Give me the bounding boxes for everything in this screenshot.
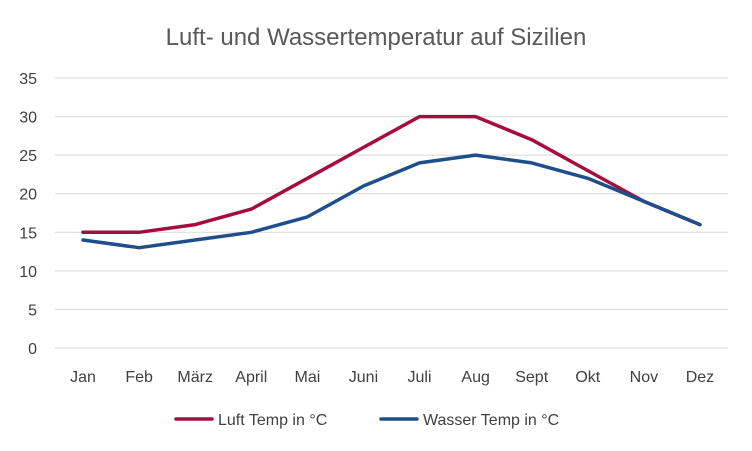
- y-tick-label: 35: [19, 71, 37, 88]
- legend: Luft Temp in °C Wasser Temp in °C: [174, 412, 559, 429]
- x-axis-tick-labels: Jan Feb März April Mai Juni Juli Aug Sept Okt Nov D…: [70, 369, 714, 386]
- y-tick-label: 25: [19, 148, 37, 165]
- x-tick-label: Okt: [575, 369, 600, 386]
- x-tick-label: Aug: [461, 369, 489, 386]
- legend-item: Luft Temp in °C: [174, 412, 327, 429]
- x-tick-label: Dez: [686, 369, 714, 386]
- y-tick-label: 0: [28, 341, 37, 358]
- y-tick-label: 5: [28, 302, 37, 319]
- y-tick-label: 15: [19, 225, 37, 242]
- series-line-1: [81, 153, 702, 250]
- x-tick-label: März: [177, 369, 213, 386]
- x-tick-label: Juli: [408, 369, 432, 386]
- x-tick-label: Juni: [349, 369, 378, 386]
- series-line-0: [81, 114, 702, 235]
- x-tick-label: Mai: [294, 369, 320, 386]
- series-lines: [81, 114, 702, 250]
- x-tick-label: Nov: [630, 369, 658, 386]
- y-tick-label: 20: [19, 187, 37, 204]
- x-tick-label: Jan: [70, 369, 96, 386]
- legend-label: Wasser Temp in °C: [423, 412, 559, 429]
- x-tick-label: Feb: [125, 369, 153, 386]
- y-tick-label: 10: [19, 264, 37, 281]
- x-tick-label: April: [235, 369, 267, 386]
- y-tick-label: 30: [19, 110, 37, 127]
- legend-label: Luft Temp in °C: [218, 412, 327, 429]
- x-tick-label: Sept: [515, 369, 548, 386]
- y-axis-tick-labels: 0 5 10 15 20 25 30 35: [19, 71, 37, 358]
- gridlines: [55, 77, 728, 349]
- legend-item: Wasser Temp in °C: [379, 412, 559, 429]
- chart-title: Luft- und Wassertemperatur auf Sizilien: [166, 24, 587, 51]
